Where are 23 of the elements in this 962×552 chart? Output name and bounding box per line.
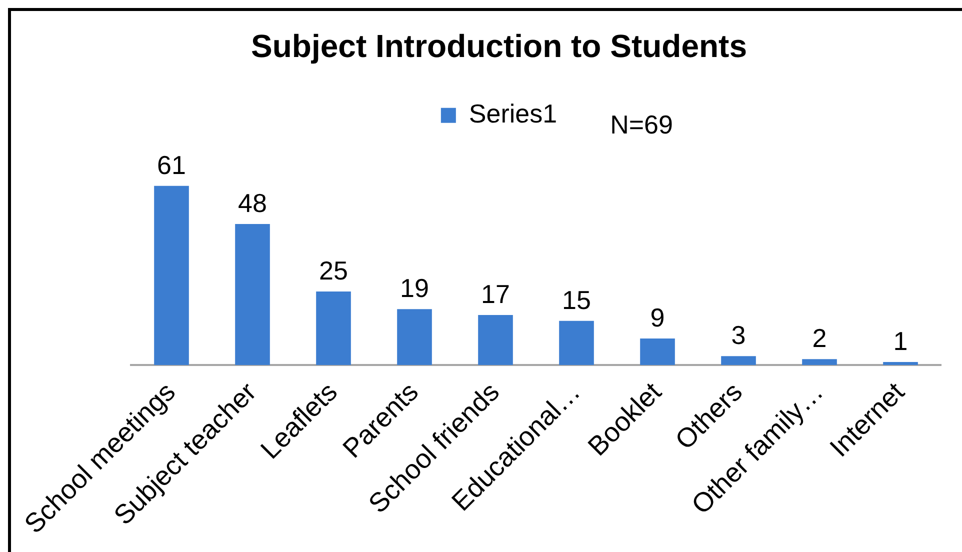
bar (154, 186, 189, 365)
data-label: 9 (650, 302, 665, 333)
data-label: 48 (238, 188, 267, 218)
bar (883, 362, 918, 365)
data-label: 15 (562, 284, 591, 315)
data-label: 25 (319, 256, 348, 286)
text: N=69 (610, 110, 673, 140)
bar (721, 356, 756, 365)
bar (802, 359, 837, 365)
data-label: 61 (157, 150, 186, 180)
bar (478, 315, 513, 365)
bar (640, 338, 675, 365)
data-label: 19 (400, 273, 429, 304)
bar (397, 309, 432, 365)
bar (559, 320, 594, 365)
data-label: 1 (893, 326, 908, 356)
data-label: 2 (812, 323, 827, 354)
data-label: 17 (481, 279, 510, 310)
chart-title: Subject Introduction to Students (251, 28, 747, 64)
bar (235, 224, 270, 365)
bar (316, 292, 351, 365)
legend-label: Series1 (468, 98, 558, 129)
data-label: 3 (731, 320, 746, 350)
